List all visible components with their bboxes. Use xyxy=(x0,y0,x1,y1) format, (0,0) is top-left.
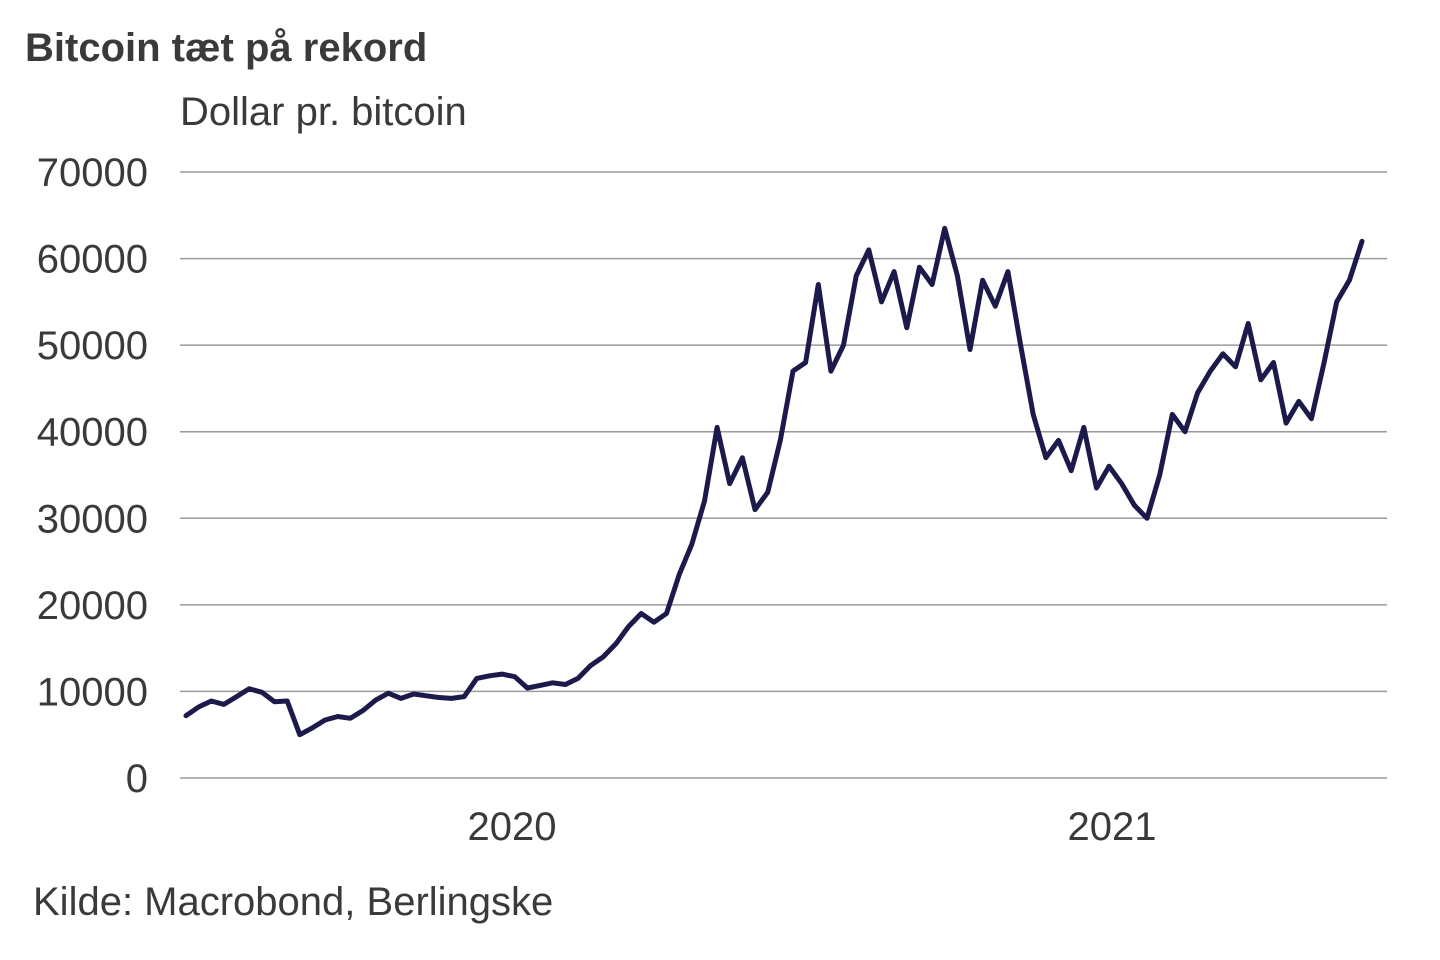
y-tick-label: 20000 xyxy=(37,584,148,628)
y-tick-label: 60000 xyxy=(37,238,148,282)
y-tick-label: 50000 xyxy=(37,324,148,368)
y-tick-label: 0 xyxy=(126,757,148,801)
chart-title: Bitcoin tæt på rekord xyxy=(25,26,428,70)
y-tick-label: 70000 xyxy=(37,151,148,195)
y-tick-label: 30000 xyxy=(37,497,148,541)
y-axis-unit-label: Dollar pr. bitcoin xyxy=(180,90,467,134)
y-tick-label: 10000 xyxy=(37,670,148,714)
source-note: Kilde: Macrobond, Berlingske xyxy=(33,880,554,924)
x-tick-label: 2020 xyxy=(468,805,557,849)
bitcoin-price-line xyxy=(183,225,1365,738)
x-axis-ticks: 2020 2021 xyxy=(468,805,1157,849)
x-tick-label: 2021 xyxy=(1068,805,1157,849)
gridlines xyxy=(180,171,1387,779)
y-axis-ticks: 0 10000 20000 30000 40000 50000 60000 70000 xyxy=(37,151,148,801)
y-tick-label: 40000 xyxy=(37,411,148,455)
